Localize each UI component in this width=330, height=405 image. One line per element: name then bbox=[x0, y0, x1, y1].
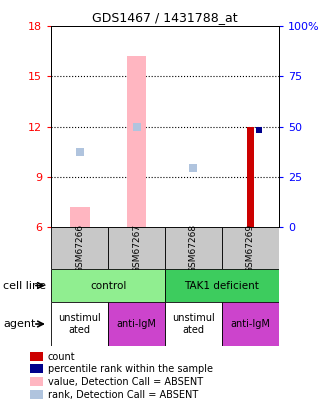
Bar bbox=[30, 377, 43, 386]
Bar bbox=[222, 227, 279, 269]
Bar bbox=[51, 269, 165, 302]
Bar bbox=[165, 269, 279, 302]
Text: rank, Detection Call = ABSENT: rank, Detection Call = ABSENT bbox=[48, 390, 198, 400]
Text: GSM67266: GSM67266 bbox=[75, 224, 84, 273]
Bar bbox=[30, 390, 43, 399]
Title: GDS1467 / 1431788_at: GDS1467 / 1431788_at bbox=[92, 11, 238, 24]
Bar bbox=[165, 227, 222, 269]
Bar bbox=[222, 302, 279, 346]
Text: agent: agent bbox=[3, 319, 36, 329]
Bar bbox=[165, 302, 222, 346]
Text: cell line: cell line bbox=[3, 281, 46, 290]
Bar bbox=[51, 302, 108, 346]
Bar bbox=[127, 56, 147, 227]
Text: TAK1 deficient: TAK1 deficient bbox=[184, 281, 259, 290]
Text: value, Detection Call = ABSENT: value, Detection Call = ABSENT bbox=[48, 377, 203, 387]
Text: GSM67268: GSM67268 bbox=[189, 224, 198, 273]
Bar bbox=[70, 207, 89, 227]
Bar bbox=[247, 126, 254, 227]
Text: anti-IgM: anti-IgM bbox=[230, 319, 270, 329]
Bar bbox=[108, 302, 165, 346]
Bar bbox=[30, 364, 43, 373]
Text: unstimul
ated: unstimul ated bbox=[172, 313, 215, 335]
Bar bbox=[51, 227, 108, 269]
Bar bbox=[108, 227, 165, 269]
Text: percentile rank within the sample: percentile rank within the sample bbox=[48, 364, 213, 374]
Text: anti-IgM: anti-IgM bbox=[116, 319, 156, 329]
Text: GSM67269: GSM67269 bbox=[246, 224, 255, 273]
Text: control: control bbox=[90, 281, 126, 290]
Text: GSM67267: GSM67267 bbox=[132, 224, 141, 273]
Text: count: count bbox=[48, 352, 76, 362]
Bar bbox=[30, 352, 43, 361]
Text: unstimul
ated: unstimul ated bbox=[58, 313, 101, 335]
